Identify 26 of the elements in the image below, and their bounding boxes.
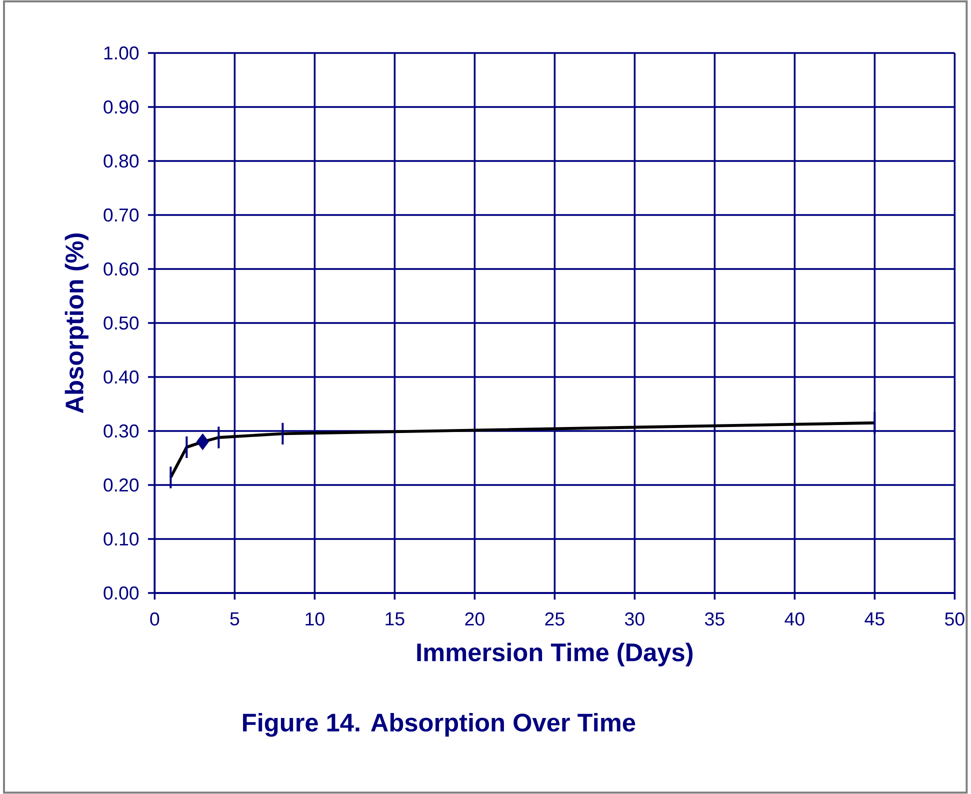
- x-tick-label: 10: [306, 612, 324, 626]
- x-tick-label: 45: [864, 612, 884, 626]
- x-tick-label: 50: [945, 612, 964, 626]
- y-tick-label: 0.60: [104, 262, 139, 276]
- y-tick-label: 1.00: [104, 46, 139, 60]
- y-tick-label: 0.90: [104, 100, 139, 114]
- y-tick-label: 0.10: [104, 532, 139, 546]
- y-axis-title: Absorption (%): [64, 234, 88, 414]
- x-tick-label: 30: [625, 612, 644, 626]
- y-tick-label: 0.80: [104, 154, 139, 168]
- x-tick-label: 35: [705, 612, 724, 626]
- y-tick-label: 0.70: [104, 208, 139, 222]
- x-tick-label: 20: [465, 612, 484, 626]
- x-tick-label: 15: [386, 612, 404, 626]
- text: Figure 14. Absorption Over Time: [243, 712, 636, 737]
- y-tick-label: 0.40: [104, 370, 139, 384]
- x-tick-label: 5: [230, 612, 240, 626]
- x-tick-label: 0: [150, 612, 160, 626]
- y-tick-label: 0.30: [104, 424, 139, 438]
- y-tick-label: 0.00: [104, 586, 139, 600]
- x-tick-label: 40: [784, 612, 804, 626]
- y-tick-label: 0.50: [104, 316, 139, 330]
- x-tick-label: 25: [545, 612, 564, 626]
- line-series: [169, 421, 876, 479]
- y-tick-label: 0.20: [104, 478, 139, 492]
- x-axis-title: Immersion Time (Days): [417, 642, 693, 666]
